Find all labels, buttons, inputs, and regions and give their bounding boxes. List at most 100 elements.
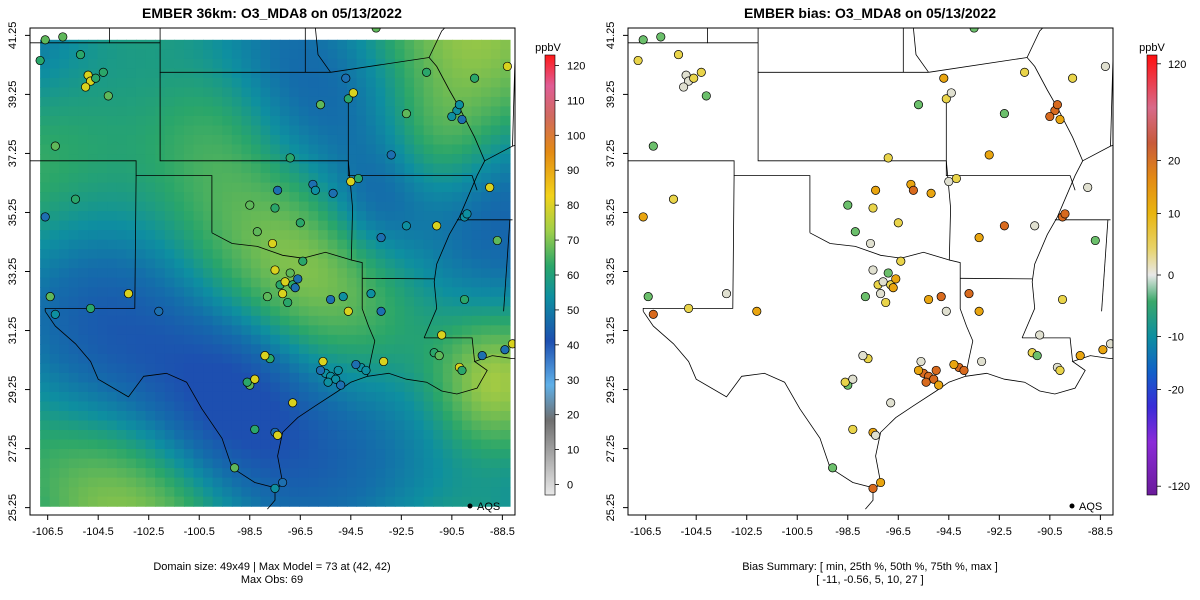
model-grid-cell	[270, 87, 281, 98]
model-grid-cell	[222, 439, 233, 450]
model-grid-cell	[126, 353, 137, 364]
model-grid-cell	[500, 249, 511, 260]
model-grid-cell	[327, 334, 338, 345]
model-grid-cell	[452, 287, 463, 298]
model-grid-cell	[260, 58, 271, 69]
model-grid-cell	[279, 58, 291, 69]
model-grid-cell	[490, 106, 501, 117]
model-grid-cell	[164, 106, 175, 117]
model-grid-cell	[251, 249, 262, 260]
model-grid-cell	[145, 68, 156, 79]
aqs-site-marker	[310, 185, 320, 195]
model-grid-cell	[414, 39, 425, 50]
model-grid-cell	[270, 96, 281, 108]
model-grid-cell	[260, 154, 271, 165]
model-grid-cell	[471, 87, 482, 98]
model-grid-cell	[346, 49, 358, 60]
model-grid-cell	[107, 163, 118, 174]
model-grid-cell	[433, 154, 444, 165]
model-grid-cell	[471, 468, 482, 479]
model-grid-cell	[183, 287, 195, 298]
model-grid-cell	[423, 268, 434, 279]
model-grid-cell	[318, 68, 329, 79]
model-grid-cell	[97, 496, 108, 507]
model-grid-cell	[394, 68, 406, 79]
model-grid-cell	[145, 391, 156, 403]
model-grid-cell	[327, 211, 338, 222]
model-grid-cell	[241, 77, 252, 88]
model-grid-cell	[270, 315, 281, 326]
model-grid-cell	[193, 173, 204, 184]
model-grid-cell	[452, 477, 463, 488]
model-grid-cell	[404, 287, 415, 298]
model-grid-cell	[88, 277, 99, 288]
model-grid-cell	[279, 334, 291, 345]
model-grid-cell	[260, 487, 271, 498]
aqs-site-marker	[858, 351, 868, 361]
model-grid-cell	[107, 211, 118, 222]
model-grid-cell	[279, 268, 291, 279]
model-grid-cell	[97, 391, 108, 403]
model-grid-cell	[49, 496, 60, 507]
aqs-site-marker	[969, 28, 979, 33]
aqs-site-marker	[245, 200, 255, 210]
model-grid-cell	[346, 372, 358, 384]
model-grid-cell	[212, 277, 223, 288]
model-grid-cell	[385, 382, 396, 393]
model-grid-cell	[404, 249, 415, 260]
aqs-bias-sites-layer	[633, 28, 1113, 493]
model-grid-cell	[318, 296, 329, 307]
model-grid-cell	[423, 249, 434, 260]
model-grid-cell	[135, 382, 147, 393]
model-grid-cell	[174, 58, 185, 69]
model-grid-cell	[394, 249, 406, 260]
model-grid-cell	[164, 325, 175, 336]
aqs-site-marker	[883, 268, 893, 278]
model-grid-cell	[452, 125, 463, 136]
model-grid-cell	[433, 487, 444, 498]
model-grid-cell	[222, 458, 233, 469]
model-grid-cell	[155, 372, 166, 384]
model-grid-cell	[251, 96, 262, 108]
model-grid-cell	[423, 154, 434, 165]
model-grid-cell	[366, 96, 377, 108]
model-grid-cell	[404, 239, 415, 250]
left-panel-title: EMBER 36km: O3_MDA8 on 05/13/2022	[142, 5, 402, 21]
model-grid-cell	[97, 154, 108, 165]
model-grid-cell	[145, 277, 156, 288]
model-grid-cell	[318, 154, 329, 165]
model-grid-cell	[183, 49, 195, 60]
model-grid-cell	[116, 77, 128, 88]
model-grid-cell	[126, 487, 137, 498]
model-grid-cell	[462, 268, 473, 279]
model-grid-cell	[433, 249, 444, 260]
model-grid-cell	[193, 106, 204, 117]
aqs-site-marker	[267, 238, 278, 249]
model-grid-cell	[88, 334, 99, 345]
model-grid-cell	[442, 192, 454, 203]
colorbar-tick-label: 120	[1168, 59, 1186, 71]
model-grid-cell	[203, 220, 214, 231]
model-grid-cell	[490, 477, 501, 488]
model-grid-cell	[318, 115, 329, 127]
model-grid-cell	[40, 268, 51, 279]
model-grid-cell	[88, 87, 99, 98]
model-grid-cell	[423, 458, 434, 469]
model-grid-cell	[318, 334, 329, 345]
model-grid-cell	[68, 77, 80, 88]
model-grid-cell	[433, 192, 444, 203]
model-grid-cell	[251, 410, 262, 422]
model-grid-cell	[308, 306, 319, 317]
model-grid-cell	[183, 372, 195, 384]
model-grid-cell	[183, 96, 195, 108]
model-grid-cell	[481, 154, 492, 165]
model-grid-cell	[452, 315, 463, 326]
model-grid-cell	[471, 325, 482, 336]
model-grid-cell	[337, 115, 348, 127]
model-grid-cell	[40, 344, 51, 355]
model-grid-cell	[385, 287, 396, 298]
model-grid-cell	[366, 192, 377, 203]
model-grid-cell	[251, 391, 262, 403]
model-grid-cell	[289, 39, 300, 50]
model-grid-cell	[385, 211, 396, 222]
